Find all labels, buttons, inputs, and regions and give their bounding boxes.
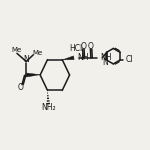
Text: NH: NH xyxy=(100,53,112,62)
Text: O: O xyxy=(17,83,23,92)
Text: NH: NH xyxy=(77,53,88,62)
Text: Cl: Cl xyxy=(126,55,133,64)
Text: Me: Me xyxy=(11,47,21,53)
Text: O: O xyxy=(88,42,94,51)
Text: NH₂: NH₂ xyxy=(41,103,56,112)
Text: N: N xyxy=(102,58,108,67)
Polygon shape xyxy=(62,56,74,60)
Text: O: O xyxy=(80,42,86,51)
Text: Me: Me xyxy=(32,50,43,56)
Text: N: N xyxy=(23,56,29,64)
Text: HCl: HCl xyxy=(69,44,82,53)
Polygon shape xyxy=(26,73,40,77)
